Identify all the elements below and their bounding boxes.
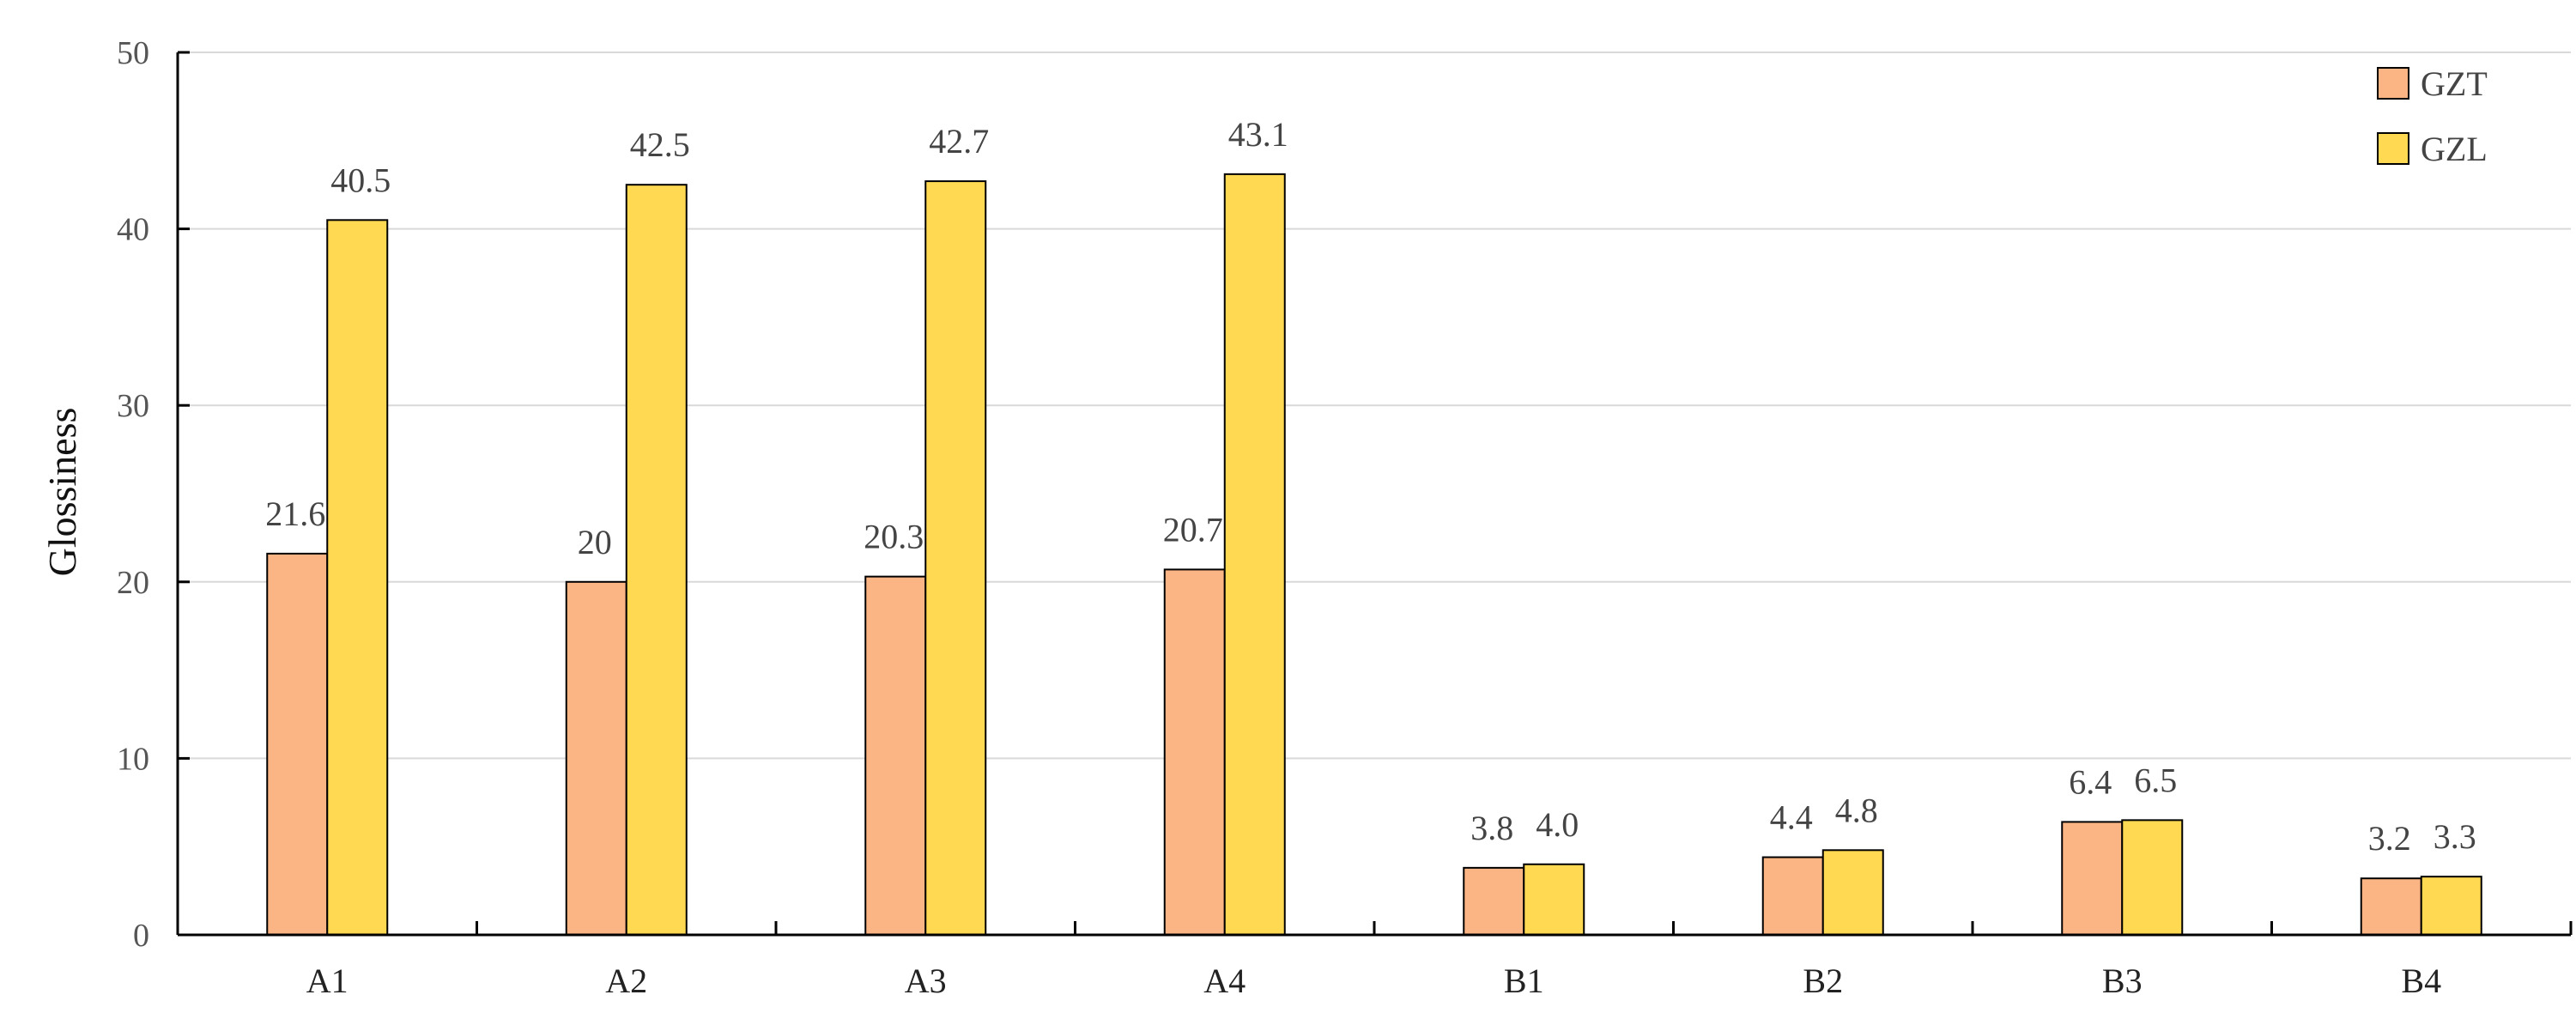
y-tick-label: 0 <box>133 918 149 954</box>
data-label: 20.7 <box>1163 510 1223 549</box>
data-label: 4.4 <box>1770 798 1813 837</box>
x-tick-label: A3 <box>905 961 947 1000</box>
data-label: 3.3 <box>2434 817 2476 856</box>
gridlines <box>178 52 2571 760</box>
x-tick-label: B1 <box>1504 961 1544 1000</box>
data-label: 42.5 <box>630 125 690 164</box>
y-tick-label: 20 <box>117 565 149 601</box>
x-tick-label: A2 <box>605 961 647 1000</box>
y-tick-label: 10 <box>117 741 149 777</box>
bar-gzl-b1 <box>1523 863 1585 937</box>
data-label: 4.0 <box>1536 805 1579 844</box>
data-label: 6.4 <box>2069 762 2112 801</box>
y-tick-label: 50 <box>117 35 149 71</box>
bar-gzt-b3 <box>2061 821 2124 937</box>
bar-gzt-a4 <box>1163 568 1226 937</box>
axes <box>176 51 2573 937</box>
tick-labels: 0 10 20 30 40 50 A1 A2 A3 A4 B1 B2 B3 B4 <box>117 35 2441 1000</box>
data-label: 40.5 <box>330 161 391 199</box>
legend-label: GZT <box>2421 64 2488 103</box>
data-label: 3.2 <box>2368 819 2411 858</box>
bar-gzt-a1 <box>266 552 329 936</box>
data-label: 3.8 <box>1470 809 1513 847</box>
data-label: 4.8 <box>1835 791 1878 829</box>
data-label: 42.7 <box>929 122 989 161</box>
x-tick-label: B2 <box>1803 961 1843 1000</box>
y-axis-label: Glossiness <box>40 408 84 577</box>
x-tick-label: B3 <box>2102 961 2143 1000</box>
x-tick-label: A4 <box>1203 961 1246 1000</box>
bar-gzl-a3 <box>924 180 987 936</box>
legend-swatch-gzl <box>2377 132 2409 165</box>
data-label: 43.1 <box>1228 115 1288 154</box>
data-label: 20.3 <box>864 518 924 556</box>
x-tick-label: A1 <box>306 961 349 1000</box>
bar-gzl-b2 <box>1821 849 1884 937</box>
bar-gzl-b4 <box>2420 876 2482 936</box>
bar-gzt-a3 <box>864 575 927 937</box>
bar-gzt-b2 <box>1761 856 1824 937</box>
bar-gzt-b1 <box>1463 866 1525 937</box>
bar-gzt-a2 <box>565 580 627 936</box>
x-tick-label: B4 <box>2401 961 2441 1000</box>
y-tick-label: 30 <box>117 388 149 424</box>
data-label: 20 <box>578 523 612 561</box>
y-tick-label: 40 <box>117 212 149 248</box>
legend: GZT GZL <box>2377 64 2488 168</box>
bar-gzl-a1 <box>326 219 389 936</box>
data-labels: 21.6 20 20.3 20.7 3.8 4.4 6.4 3.2 40.5 42.5 42.7 43… <box>265 115 2476 858</box>
bar-gzl-b3 <box>2121 819 2184 936</box>
bar-gzl-a4 <box>1223 173 1286 936</box>
bar-gzt-b4 <box>2360 877 2422 937</box>
legend-label: GZL <box>2421 130 2488 168</box>
bars <box>266 173 2482 937</box>
legend-swatch-gzt <box>2377 67 2409 100</box>
data-label: 21.6 <box>265 494 325 533</box>
data-label: 6.5 <box>2134 761 2177 799</box>
bar-gzl-a2 <box>625 184 688 936</box>
